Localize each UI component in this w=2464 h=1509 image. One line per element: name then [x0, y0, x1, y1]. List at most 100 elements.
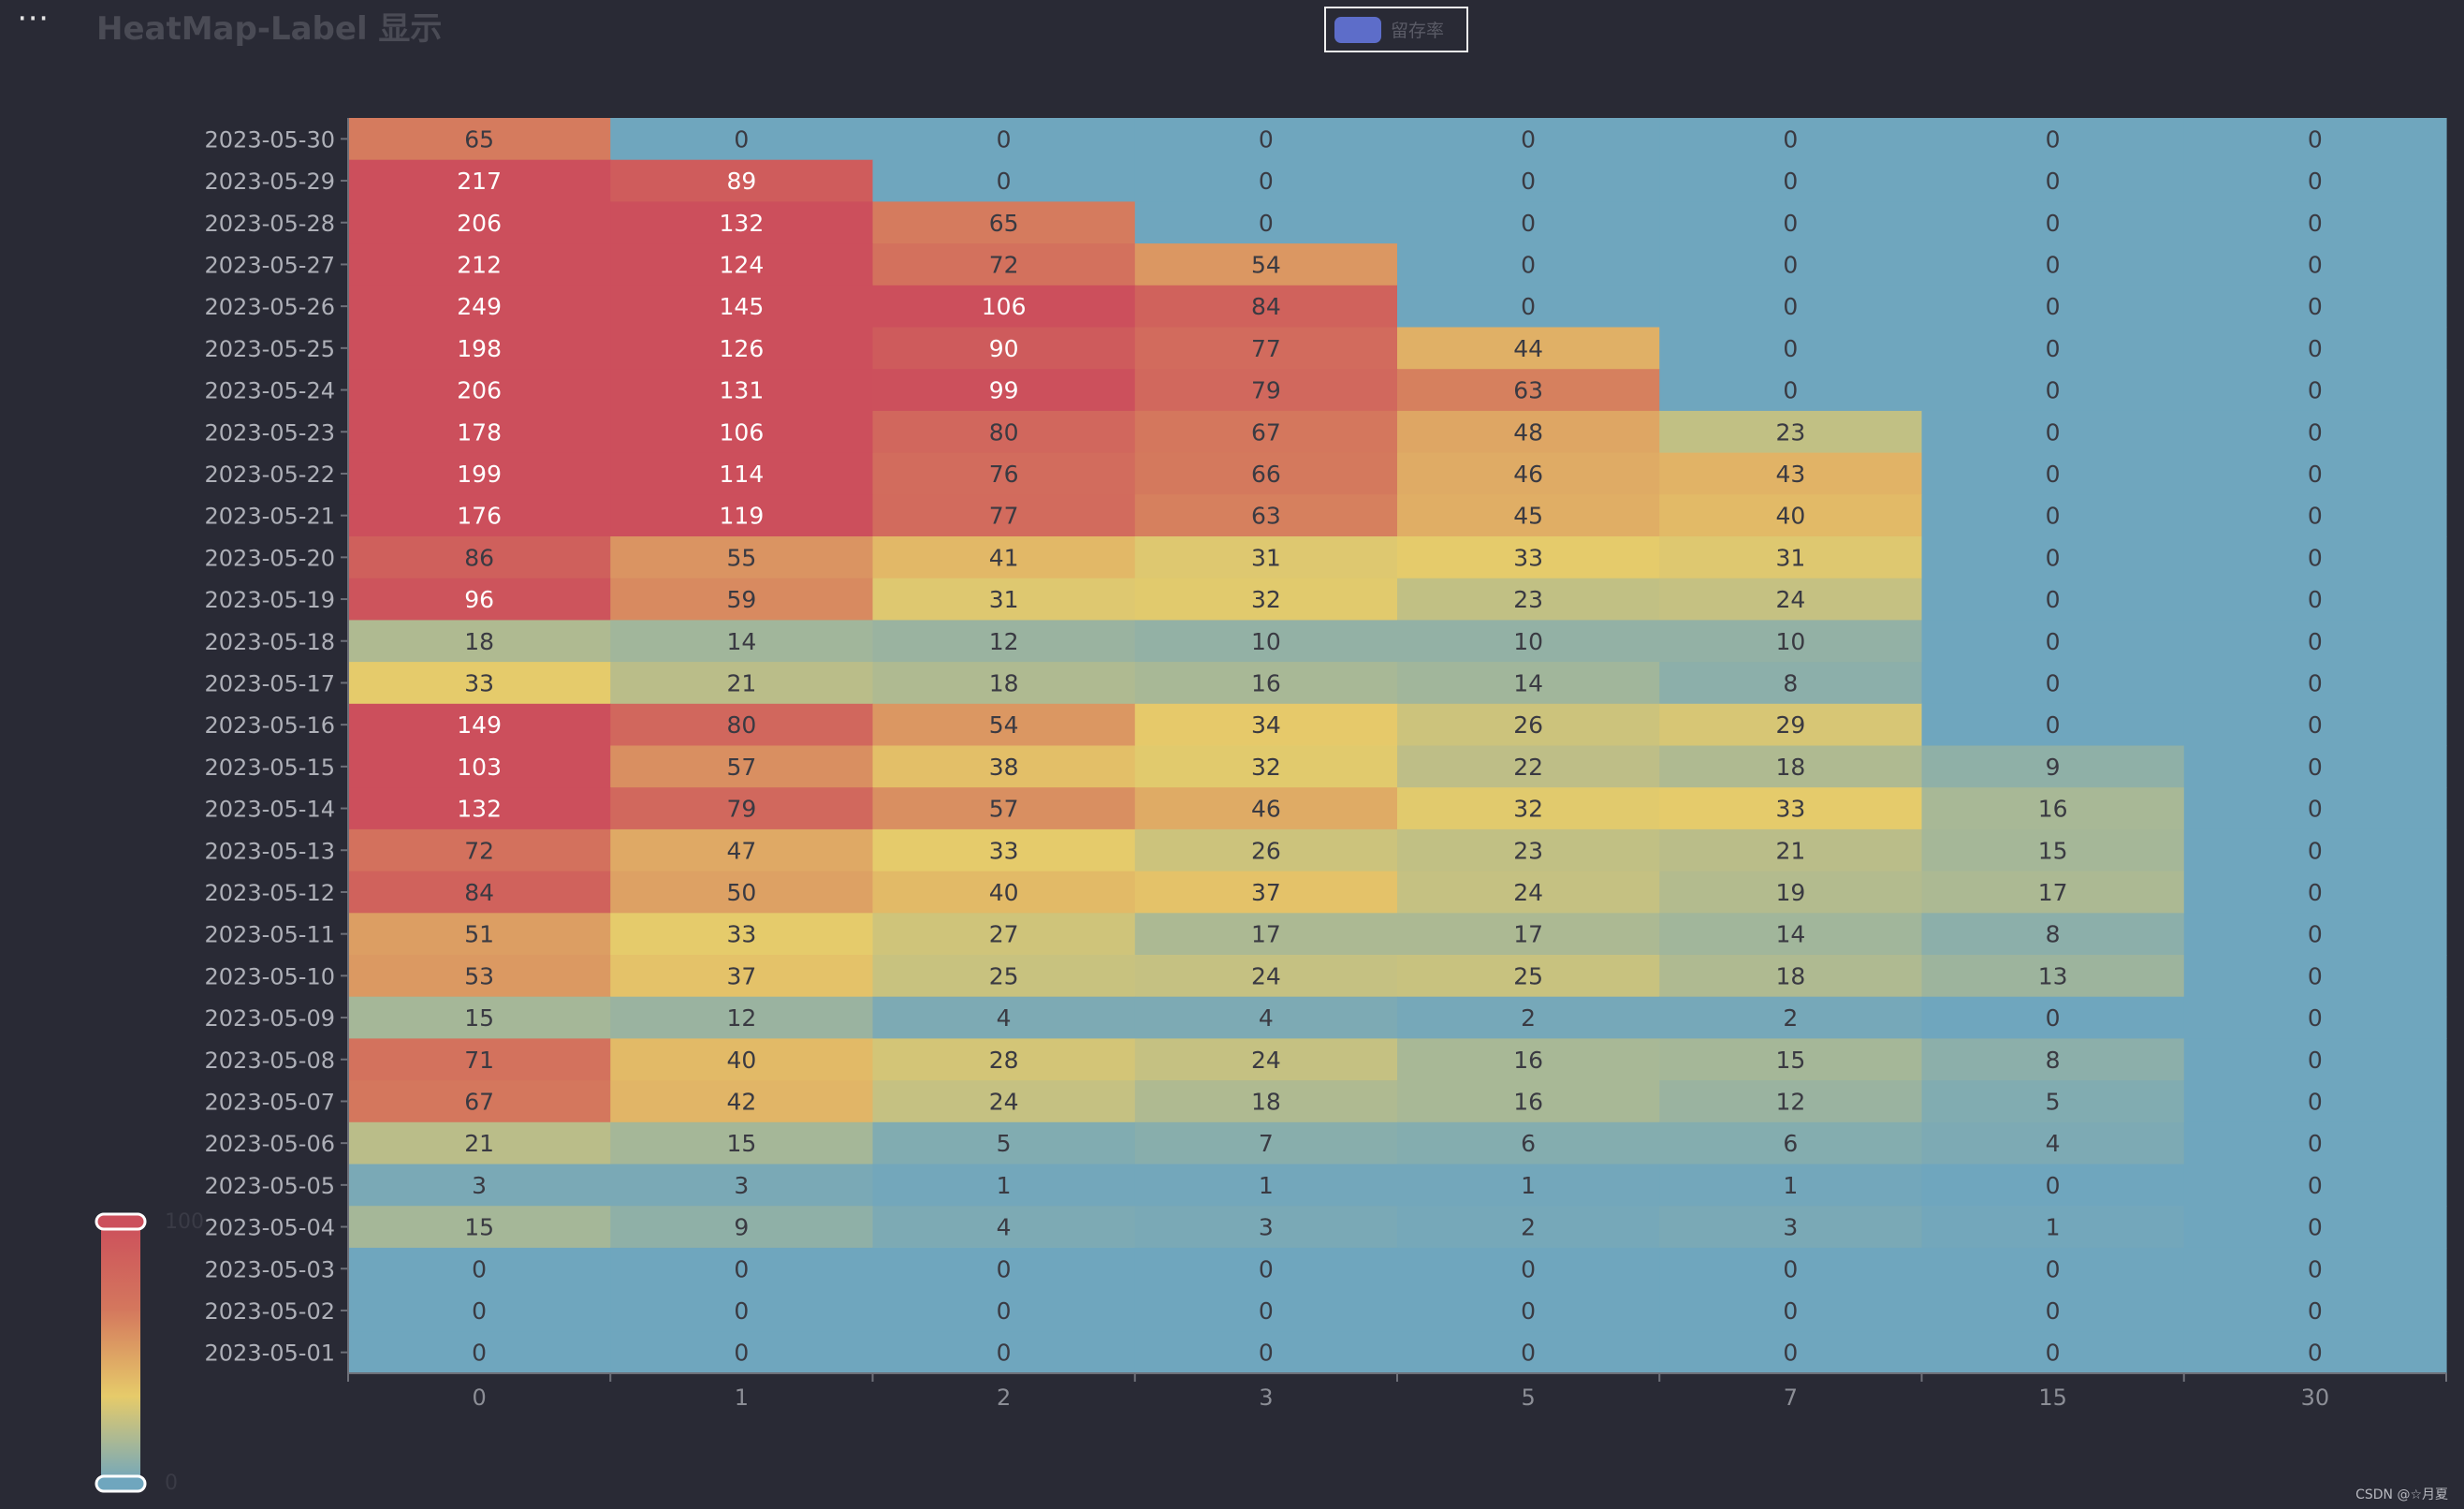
heatmap-cell[interactable]	[872, 1038, 1136, 1081]
heatmap-cell[interactable]	[1134, 662, 1398, 705]
heatmap-cell[interactable]	[610, 118, 874, 161]
heatmap-cell[interactable]	[872, 1331, 1136, 1374]
heatmap-cell[interactable]	[872, 536, 1136, 579]
heatmap-cell[interactable]	[2183, 745, 2447, 788]
heatmap-cell[interactable]	[1134, 703, 1398, 747]
heatmap-cell[interactable]	[2183, 536, 2447, 579]
heatmap-cell[interactable]	[872, 452, 1136, 495]
heatmap-cell[interactable]	[1921, 327, 2185, 370]
heatmap-cell[interactable]	[610, 1331, 874, 1374]
heatmap-cell[interactable]	[1134, 118, 1398, 161]
heatmap-cell[interactable]	[2183, 828, 2447, 872]
heatmap-cell[interactable]	[1659, 1038, 1923, 1081]
heatmap-cell[interactable]	[348, 1247, 611, 1291]
visual-map-handle-bottom[interactable]	[95, 1474, 147, 1493]
heatmap-cell[interactable]	[610, 452, 874, 495]
heatmap-cell[interactable]	[1659, 494, 1923, 537]
heatmap-cell[interactable]	[1134, 159, 1398, 202]
heatmap-cell[interactable]	[872, 369, 1136, 412]
heatmap-cell[interactable]	[1659, 828, 1923, 872]
heatmap-cell[interactable]	[348, 828, 611, 872]
heatmap-cell[interactable]	[1659, 620, 1923, 663]
heatmap-cell[interactable]	[1659, 703, 1923, 747]
heatmap-cell[interactable]	[348, 118, 611, 161]
heatmap-cell[interactable]	[1397, 118, 1660, 161]
heatmap-cell[interactable]	[1397, 1080, 1660, 1123]
heatmap-cell[interactable]	[348, 620, 611, 663]
heatmap-cell[interactable]	[1134, 285, 1398, 329]
heatmap-cell[interactable]	[1659, 1247, 1923, 1291]
heatmap-cell[interactable]	[1397, 1164, 1660, 1207]
heatmap-cell[interactable]	[1397, 285, 1660, 329]
heatmap-cell[interactable]	[1134, 369, 1398, 412]
heatmap-cell[interactable]	[610, 410, 874, 454]
heatmap-cell[interactable]	[1134, 787, 1398, 830]
heatmap-cell[interactable]	[1659, 955, 1923, 998]
heatmap-cell[interactable]	[610, 662, 874, 705]
heatmap-cell[interactable]	[1397, 871, 1660, 914]
heatmap-cell[interactable]	[1397, 787, 1660, 830]
heatmap-cell[interactable]	[872, 1164, 1136, 1207]
heatmap-cell[interactable]	[2183, 1121, 2447, 1165]
heatmap-cell[interactable]	[1659, 410, 1923, 454]
heatmap-cell[interactable]	[1659, 159, 1923, 202]
heatmap-cell[interactable]	[1659, 285, 1923, 329]
heatmap-cell[interactable]	[2183, 620, 2447, 663]
heatmap-cell[interactable]	[1921, 369, 2185, 412]
legend-label[interactable]: 留存率	[1391, 21, 1444, 41]
heatmap-cell[interactable]	[872, 1289, 1136, 1332]
heatmap-cell[interactable]	[348, 1164, 611, 1207]
heatmap-cell[interactable]	[610, 996, 874, 1039]
heatmap-cell[interactable]	[2183, 662, 2447, 705]
heatmap-cell[interactable]	[1134, 536, 1398, 579]
heatmap-cell[interactable]	[2183, 369, 2447, 412]
heatmap-cell[interactable]	[610, 1247, 874, 1291]
heatmap-cell[interactable]	[1659, 452, 1923, 495]
heatmap-cell[interactable]	[872, 955, 1136, 998]
heatmap-cell[interactable]	[610, 578, 874, 621]
heatmap-cell[interactable]	[1397, 1121, 1660, 1165]
heatmap-cell[interactable]	[1921, 243, 2185, 286]
heatmap-cell[interactable]	[348, 1038, 611, 1081]
heatmap-cell[interactable]	[872, 118, 1136, 161]
heatmap-cell[interactable]	[1134, 1247, 1398, 1291]
heatmap-cell[interactable]	[872, 1247, 1136, 1291]
heatmap-cell[interactable]	[348, 662, 611, 705]
heatmap-cell[interactable]	[1397, 327, 1660, 370]
heatmap-cell[interactable]	[1134, 871, 1398, 914]
heatmap-cell[interactable]	[2183, 955, 2447, 998]
heatmap-cell[interactable]	[1134, 243, 1398, 286]
heatmap-cell[interactable]	[348, 327, 611, 370]
heatmap-cell[interactable]	[2183, 787, 2447, 830]
heatmap-cell[interactable]	[1659, 745, 1923, 788]
heatmap-cell[interactable]	[1397, 913, 1660, 956]
heatmap-cell[interactable]	[1134, 1038, 1398, 1081]
heatmap-cell[interactable]	[1659, 1121, 1923, 1165]
heatmap-cell[interactable]	[610, 828, 874, 872]
heatmap-cell[interactable]	[1921, 703, 2185, 747]
heatmap-cell[interactable]	[1397, 410, 1660, 454]
heatmap-cell[interactable]	[1397, 828, 1660, 872]
heatmap-cell[interactable]	[872, 494, 1136, 537]
heatmap-cell[interactable]	[348, 410, 611, 454]
heatmap-cell[interactable]	[1659, 369, 1923, 412]
heatmap-cell[interactable]	[1921, 410, 2185, 454]
heatmap-cell[interactable]	[1397, 1038, 1660, 1081]
heatmap-cell[interactable]	[348, 1289, 611, 1332]
heatmap-cell[interactable]	[872, 828, 1136, 872]
heatmap-cell[interactable]	[610, 913, 874, 956]
heatmap-cell[interactable]	[348, 201, 611, 244]
heatmap-cell[interactable]	[872, 787, 1136, 830]
heatmap-cell[interactable]	[872, 410, 1136, 454]
heatmap-cell[interactable]	[1397, 703, 1660, 747]
heatmap-cell[interactable]	[2183, 201, 2447, 244]
heatmap-cell[interactable]	[1134, 578, 1398, 621]
heatmap-cell[interactable]	[1134, 1121, 1398, 1165]
more-options-icon[interactable]: ⋯	[17, 0, 51, 37]
heatmap-cell[interactable]	[2183, 410, 2447, 454]
heatmap-cell[interactable]	[1921, 871, 2185, 914]
heatmap-cell[interactable]	[2183, 243, 2447, 286]
heatmap-cell[interactable]	[348, 578, 611, 621]
heatmap-cell[interactable]	[1921, 1206, 2185, 1249]
heatmap-cell[interactable]	[1134, 1289, 1398, 1332]
